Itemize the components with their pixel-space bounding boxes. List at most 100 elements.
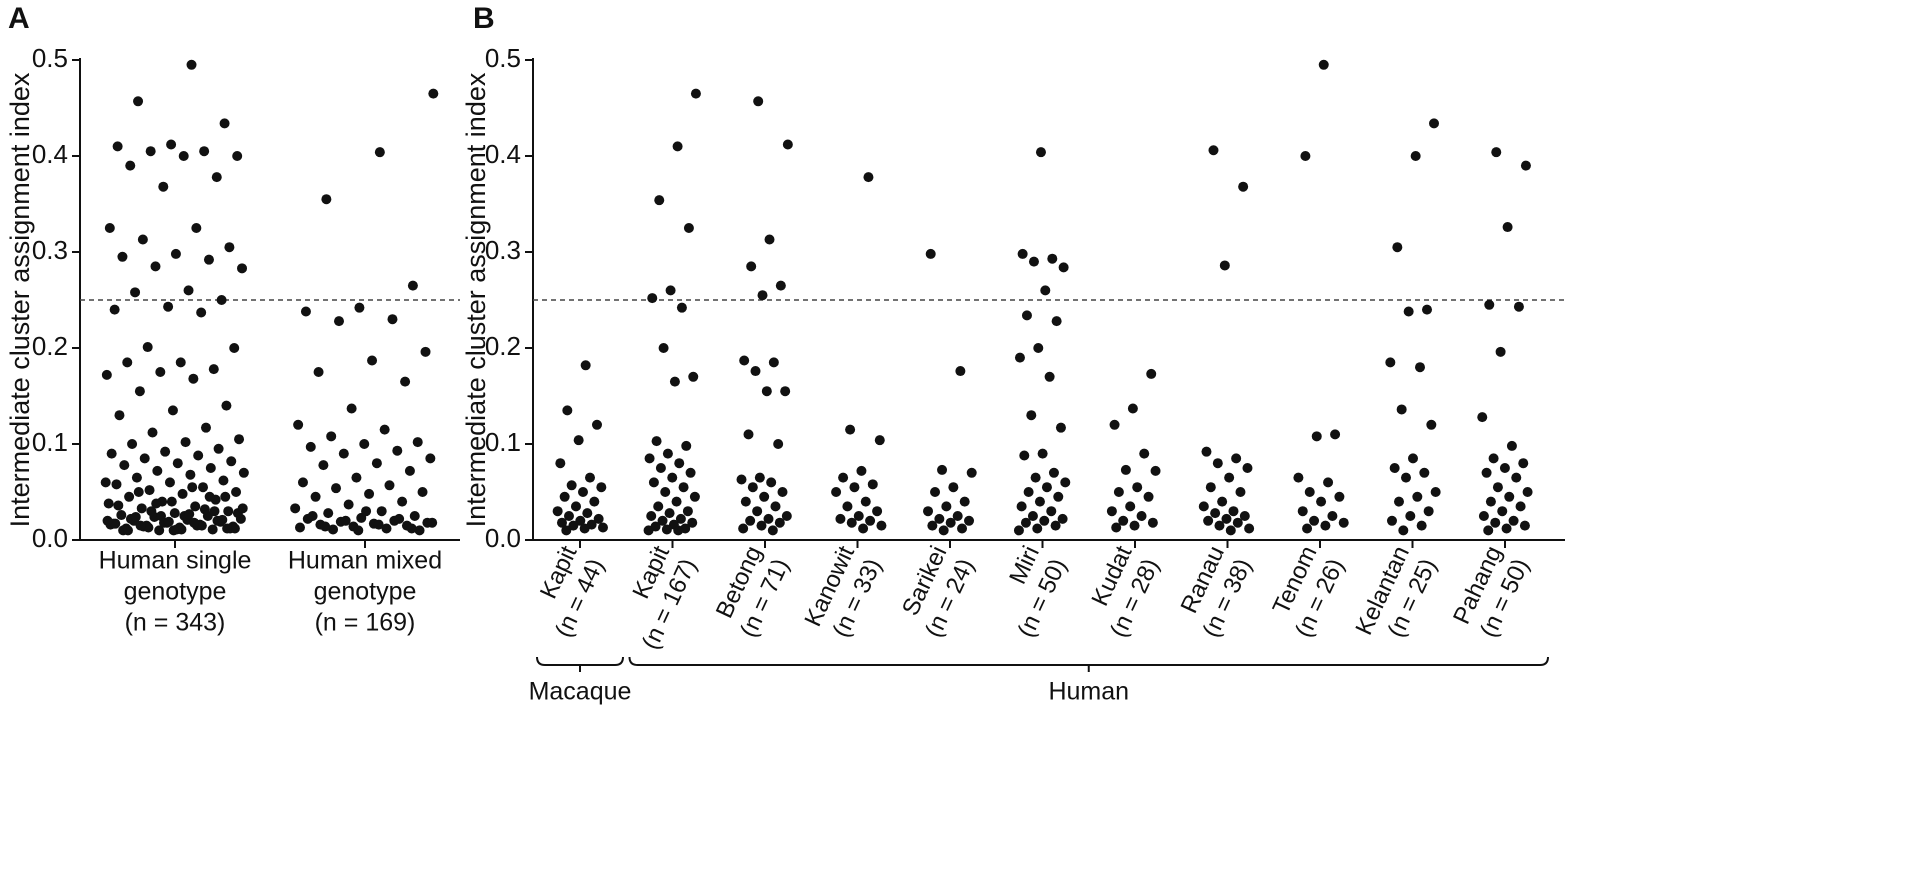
- data-point: [764, 234, 775, 245]
- data-point: [1048, 467, 1059, 478]
- data-point: [1513, 301, 1524, 312]
- data-point: [1484, 299, 1495, 310]
- data-point: [753, 96, 764, 107]
- x-tick-label-group: Kapit(n = 167): [627, 542, 702, 654]
- data-point: [964, 515, 975, 526]
- data-point: [681, 440, 692, 451]
- data-point: [1515, 501, 1526, 512]
- data-point: [667, 472, 678, 483]
- data-point: [1020, 517, 1031, 528]
- y-tick-label: 0.1: [485, 427, 521, 457]
- data-point: [579, 523, 590, 534]
- data-point: [658, 343, 669, 353]
- data-point: [1205, 482, 1216, 493]
- data-point: [1309, 515, 1320, 526]
- data-point: [1032, 523, 1043, 534]
- data-point: [1293, 472, 1304, 483]
- data-point: [739, 355, 750, 366]
- data-point: [147, 427, 158, 438]
- data-point: [1481, 467, 1492, 478]
- data-point: [1127, 403, 1138, 414]
- x-tick-label: (n = 169): [315, 609, 416, 637]
- data-point: [232, 151, 243, 161]
- data-point: [103, 498, 114, 509]
- data-point: [1028, 256, 1039, 267]
- data-point: [101, 369, 112, 380]
- data-point: [122, 357, 133, 368]
- data-point: [1239, 511, 1250, 521]
- data-point: [1030, 472, 1041, 483]
- data-point: [387, 314, 398, 325]
- data-point: [938, 525, 949, 536]
- data-point: [860, 496, 871, 507]
- data-point: [1225, 525, 1236, 536]
- data-point: [209, 506, 220, 517]
- data-point: [1146, 368, 1157, 379]
- data-point: [575, 515, 586, 526]
- data-point: [351, 472, 362, 483]
- data-point: [671, 496, 682, 507]
- data-point: [191, 223, 202, 233]
- data-point: [397, 496, 408, 507]
- data-point: [180, 437, 191, 448]
- data-point: [648, 477, 659, 488]
- data-point: [923, 506, 934, 517]
- data-point: [364, 488, 375, 499]
- data-point: [1150, 465, 1161, 476]
- panel-label: A: [8, 2, 30, 35]
- data-point: [407, 280, 418, 291]
- data-point: [1143, 491, 1154, 502]
- data-point: [130, 287, 141, 298]
- data-point: [872, 506, 883, 517]
- data-point: [682, 506, 693, 517]
- data-point: [1396, 404, 1407, 415]
- data-point: [1013, 525, 1024, 536]
- data-point: [112, 141, 123, 152]
- data-point: [223, 506, 234, 517]
- data-point: [757, 290, 768, 301]
- y-tick-label: 0.4: [485, 139, 521, 169]
- data-point: [674, 458, 685, 469]
- data-point: [168, 525, 179, 536]
- data-point: [203, 254, 214, 265]
- data-point: [198, 482, 209, 493]
- data-point: [133, 96, 144, 107]
- data-point: [1212, 458, 1223, 469]
- data-point: [654, 195, 665, 206]
- data-point: [593, 513, 604, 524]
- data-point: [414, 525, 425, 536]
- data-point: [219, 118, 230, 129]
- data-point: [1491, 147, 1502, 158]
- data-point: [1041, 482, 1052, 493]
- data-point: [1016, 501, 1027, 512]
- x-tick-label-group: Ranau(n = 38): [1176, 542, 1258, 642]
- data-point: [566, 480, 577, 491]
- data-point: [323, 508, 334, 519]
- data-point: [1318, 59, 1329, 70]
- data-point: [216, 295, 227, 305]
- data-point: [1502, 222, 1513, 233]
- data-point: [146, 506, 157, 517]
- y-axis-label: Intermediate cluster assignment index: [461, 72, 491, 527]
- data-point: [1508, 515, 1519, 526]
- data-point: [1046, 506, 1057, 517]
- data-point: [104, 223, 115, 233]
- x-tick-label-group: Pahang(n = 50): [1448, 542, 1535, 642]
- data-point: [596, 482, 607, 493]
- data-point: [665, 285, 676, 296]
- x-tick-label-group: Kelantan(n = 25): [1350, 542, 1442, 642]
- data-point: [109, 304, 120, 315]
- data-point: [661, 524, 672, 535]
- data-point: [144, 485, 155, 496]
- data-point: [1501, 523, 1512, 534]
- data-point: [200, 422, 211, 433]
- data-point: [1014, 352, 1025, 363]
- y-tick-label: 0.4: [32, 139, 68, 169]
- data-point: [331, 483, 342, 494]
- data-point: [190, 501, 201, 512]
- data-point: [224, 242, 235, 253]
- data-point: [136, 503, 147, 514]
- data-point: [172, 458, 183, 469]
- data-point: [1330, 429, 1341, 440]
- data-point: [338, 448, 349, 459]
